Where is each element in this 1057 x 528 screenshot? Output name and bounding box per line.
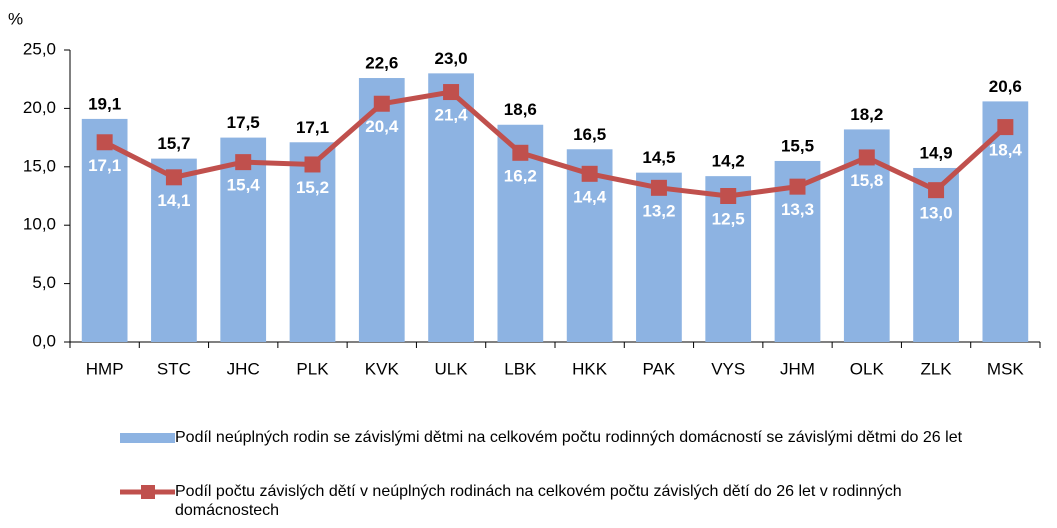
data-label: 17,1 [88, 156, 121, 175]
bar [497, 124, 544, 342]
data-label: 20,4 [365, 117, 399, 136]
data-label: 17,5 [227, 113, 260, 132]
legend-swatch [120, 485, 175, 499]
marker [581, 165, 598, 182]
data-label: 15,7 [157, 134, 190, 153]
data-label: 13,2 [642, 201, 675, 220]
data-label: 14,4 [573, 187, 607, 206]
data-label: 23,0 [435, 49, 468, 68]
x-tick-label: OLK [850, 359, 885, 378]
y-axis-label: % [8, 9, 23, 28]
y-tick-label: 15,0 [23, 156, 56, 175]
x-tick-label: HKK [572, 359, 608, 378]
data-label: 13,0 [920, 204, 953, 223]
data-label: 15,4 [227, 176, 261, 195]
data-label: 12,5 [712, 209, 745, 228]
bar [358, 78, 405, 343]
x-tick-label: JHM [780, 359, 815, 378]
marker [720, 188, 737, 204]
x-tick-label: JHC [227, 359, 260, 378]
x-tick-label: VYS [711, 359, 745, 378]
marker [997, 119, 1014, 136]
marker [858, 149, 875, 166]
marker [304, 156, 321, 173]
data-label: 15,5 [781, 136, 814, 155]
bar [636, 172, 682, 342]
data-label: 15,8 [850, 171, 883, 190]
y-tick-label: 25,0 [23, 39, 56, 58]
data-label: 21,4 [435, 106, 469, 125]
data-label: 15,2 [296, 178, 329, 197]
y-tick-label: 5,0 [32, 273, 56, 292]
data-label: 16,2 [504, 166, 537, 185]
marker [96, 134, 113, 151]
marker [928, 182, 945, 199]
x-tick-label: KVK [365, 359, 400, 378]
x-tick-label: MSK [987, 359, 1025, 378]
data-label: 18,4 [989, 141, 1023, 160]
y-tick-label: 20,0 [23, 98, 56, 117]
data-label: 14,9 [920, 143, 953, 162]
marker [512, 144, 529, 161]
legend-item: Podíl neúplných rodin se závislými dětmi… [120, 428, 1020, 448]
legend-label: Podíl počtu závislých dětí v neúplných r… [175, 483, 902, 519]
data-label: 22,6 [365, 54, 398, 73]
data-label: 16,5 [573, 125, 606, 144]
data-label: 19,1 [88, 94, 121, 113]
line [103, 89, 1008, 199]
y-tick-label: 0,0 [32, 331, 56, 350]
legend-item: Podíl počtu závislých dětí v neúplných r… [120, 482, 1020, 520]
x-tick-label: PLK [296, 359, 329, 378]
data-label: 14,5 [642, 148, 675, 167]
chart: % 0,0 5,0 10,0 15,0 20,0 25,0 HMP STC JHC PLK KVK U… [8, 9, 1041, 378]
x-tick-label: LBK [504, 359, 537, 378]
bar [81, 118, 128, 342]
legend-swatch [120, 433, 175, 443]
data-label: 18,2 [850, 105, 883, 124]
data-label: 14,1 [157, 191, 190, 210]
marker [443, 84, 460, 101]
marker [373, 95, 390, 112]
y-tick-label: 10,0 [23, 215, 56, 234]
data-label: 17,1 [296, 118, 329, 137]
bar [428, 73, 474, 343]
bar [289, 142, 336, 342]
x-tick-label: ULK [435, 359, 469, 378]
swatch [120, 433, 175, 443]
marker [650, 179, 667, 196]
marker [165, 169, 182, 186]
marker [789, 178, 806, 195]
data-label: 14,2 [712, 152, 745, 171]
data-label: 18,6 [504, 100, 537, 119]
bar [151, 158, 197, 342]
x-tick-label: HMP [86, 359, 124, 378]
bar [220, 137, 267, 342]
data-label: 13,3 [781, 200, 814, 219]
bar [982, 101, 1029, 342]
x-tick-label: STC [157, 359, 191, 378]
swatch-marker [141, 485, 155, 499]
x-tick-label: ZLK [920, 359, 952, 378]
x-tick-label: PAK [643, 359, 676, 378]
data-label: 20,6 [989, 77, 1022, 96]
legend-label: Podíl neúplných rodin se závislými dětmi… [175, 429, 963, 446]
marker [235, 154, 252, 171]
